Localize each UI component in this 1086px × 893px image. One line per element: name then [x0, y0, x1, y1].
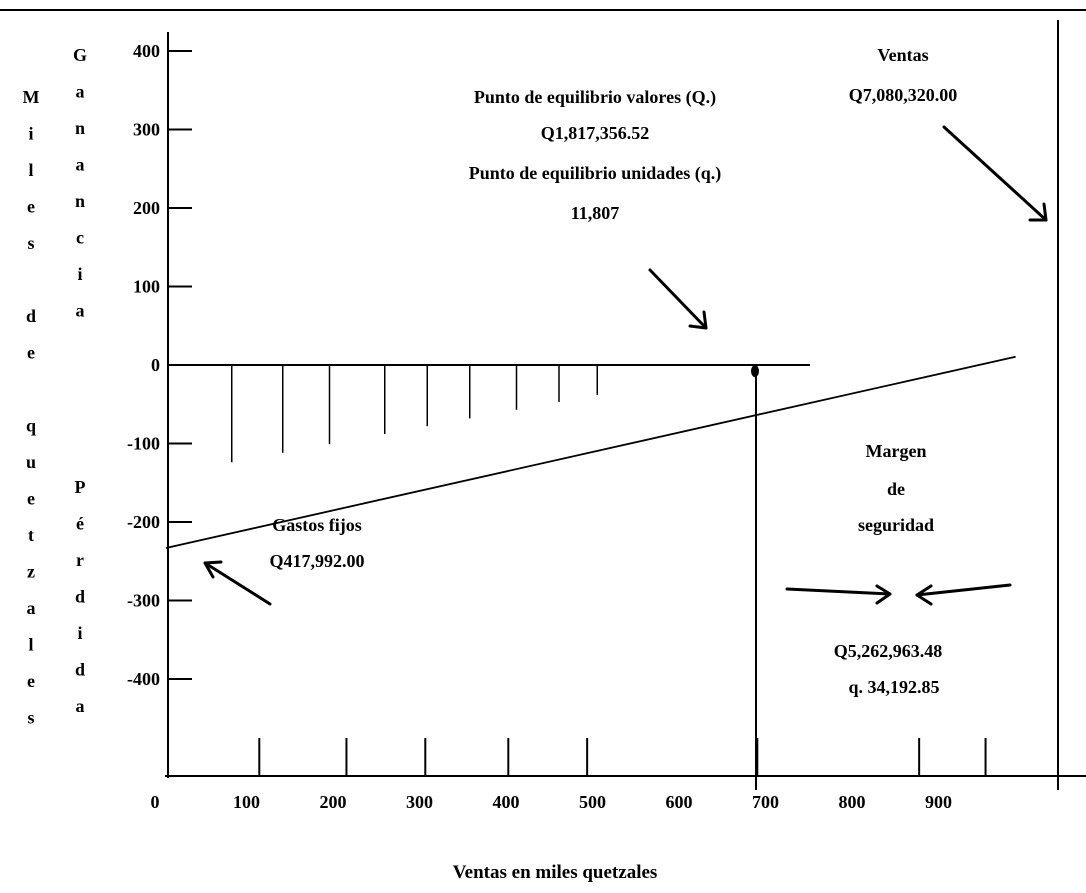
y-label-char-miles: l — [28, 635, 33, 655]
y-tick-label: -200 — [127, 512, 160, 532]
x-axis-ticks: 0 100 200 300 400 500 600 700 800 900 — [151, 738, 987, 812]
x-tick-label: 800 — [839, 792, 866, 812]
y-tick-label: -100 — [127, 434, 160, 454]
y-label-char-miles: s — [27, 233, 34, 253]
safety-margin-right-arrow — [785, 584, 892, 605]
sales-amount: Q7,080,320.00 — [849, 85, 958, 105]
x-tick-label: 0 — [151, 792, 160, 812]
y-label-char-miles: i — [28, 124, 33, 144]
y-label-char-ganancia: c — [76, 228, 84, 248]
y-tick-label: 200 — [133, 198, 160, 218]
safety-margin-label-3: seguridad — [858, 515, 934, 535]
fixed-costs-annotation: Gastos fijos Q417,992.00 — [269, 515, 364, 571]
y-tick-label: 400 — [133, 41, 160, 61]
break-even-values-label: Punto de equilibrio valores (Q.) — [474, 87, 716, 108]
x-tick-label: 900 — [925, 792, 952, 812]
y-label-char-ganancia: G — [73, 45, 87, 65]
chart-marks — [165, 20, 1059, 790]
x-tick-label: 300 — [406, 792, 433, 812]
break-even-units-amount: 11,807 — [571, 203, 620, 223]
y-label-char-perdida: d — [75, 660, 85, 680]
y-axis-ticks: 400 300 200 100 0 -100 -200 -300 -400 — [127, 41, 192, 689]
y-label-char-ganancia: n — [75, 118, 85, 138]
sales-annotation: Ventas Q7,080,320.00 — [849, 45, 958, 105]
break-even-units-label: Punto de equilibrio unidades (q.) — [469, 163, 722, 184]
y-label-char-miles: l — [28, 160, 33, 180]
break-even-point — [751, 365, 759, 378]
safety-margin-label-2: de — [887, 479, 905, 499]
safety-margin-units: q. 34,192.85 — [848, 677, 939, 697]
y-label-char-perdida: a — [76, 696, 85, 716]
fixed-costs-label: Gastos fijos — [272, 515, 362, 535]
y-label-char-perdida: é — [76, 514, 84, 534]
y-label-char-perdida: r — [76, 550, 84, 570]
y-label-char-miles: u — [26, 452, 36, 472]
safety-margin-amount: Q5,262,963.48 — [834, 641, 943, 661]
y-label-char-perdida: P — [75, 477, 86, 497]
annotation-arrows — [203, 125, 1048, 606]
y-label-char-miles: M — [23, 87, 40, 107]
safety-margin-left-arrow — [915, 583, 1012, 606]
y-label-char-miles: z — [27, 562, 35, 582]
x-tick-label: 700 — [752, 792, 779, 812]
y-tick-label: -400 — [127, 669, 160, 689]
y-label-char-miles: e — [27, 343, 35, 363]
y-label-char-miles: s — [27, 708, 34, 728]
x-tick-label: 400 — [493, 792, 520, 812]
y-label-char-miles: d — [26, 306, 36, 326]
y-label-char-miles: q — [26, 416, 36, 436]
safety-margin-label-1: Margen — [866, 441, 927, 461]
y-label-char-ganancia: n — [75, 191, 85, 211]
x-tick-label: 500 — [579, 792, 606, 812]
y-tick-label: 300 — [133, 120, 160, 140]
sales-label: Ventas — [877, 45, 928, 65]
x-tick-label: 100 — [233, 792, 260, 812]
y-label-char-miles: e — [27, 671, 35, 691]
break-even-values-amount: Q1,817,356.52 — [541, 123, 650, 143]
y-label-char-miles: a — [27, 598, 36, 618]
sales-line — [165, 355, 1016, 549]
y-label-char-ganancia: a — [76, 82, 85, 102]
y-tick-label: 100 — [133, 277, 160, 297]
break-even-arrow — [648, 268, 708, 330]
y-label-char-ganancia: a — [76, 155, 85, 175]
y-label-char-miles: e — [27, 197, 35, 217]
y-tick-label: -300 — [127, 591, 160, 611]
x-tick-label: 600 — [666, 792, 693, 812]
y-label-char-perdida: d — [75, 587, 85, 607]
y-tick-label: 0 — [151, 355, 160, 375]
y-label-char-ganancia: a — [76, 301, 85, 321]
y-label-char-miles: t — [28, 525, 34, 545]
y-label-char-ganancia: i — [77, 264, 82, 284]
sales-arrow — [942, 125, 1048, 222]
fixed-costs-arrow — [203, 560, 272, 606]
x-tick-label: 200 — [320, 792, 347, 812]
x-axis-label: Ventas en miles quetzales — [453, 862, 658, 883]
safety-margin-annotation: Margen de seguridad Q5,262,963.48 q. 34,… — [834, 441, 943, 697]
fixed-costs-amount: Q417,992.00 — [269, 551, 364, 571]
y-label-char-miles: e — [27, 489, 35, 509]
y-label-char-perdida: i — [77, 623, 82, 643]
break-even-annotation: Punto de equilibrio valores (Q.) Q1,817,… — [469, 87, 722, 223]
